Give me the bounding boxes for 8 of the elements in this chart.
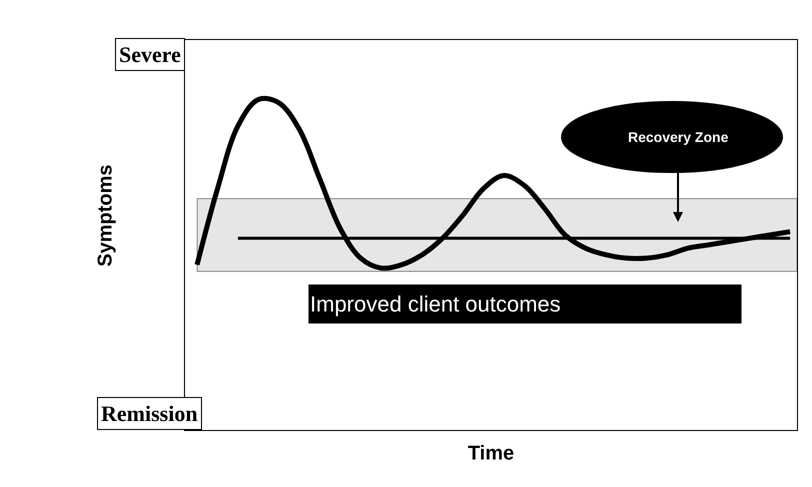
picture-label-box: Improved client outcomes [308, 284, 742, 324]
annotation: Improved client outcomes [310, 292, 561, 316]
annotation: Recovery Zone [628, 129, 729, 145]
picture-label-box: Recovery Zone [626, 128, 730, 222]
picture-label-box: Severe [115, 38, 185, 71]
picture-label-box: Remission [97, 397, 202, 430]
y-axis-title: Symptoms [94, 164, 117, 267]
x-axis-title: Time [468, 442, 514, 464]
